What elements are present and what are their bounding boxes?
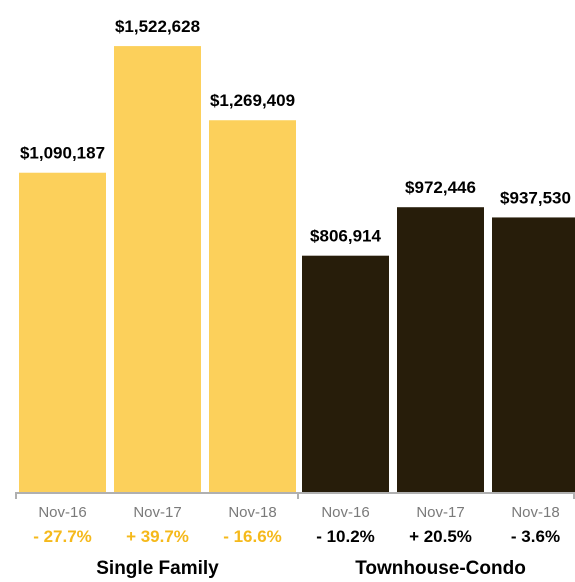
- bar: [302, 255, 389, 492]
- percent-change-label: - 27.7%: [33, 527, 92, 546]
- value-label: $1,269,409: [210, 91, 295, 110]
- x-tick-label: Nov-16: [321, 504, 369, 521]
- x-tick-label: Nov-17: [133, 504, 181, 521]
- bar: [492, 217, 575, 493]
- percent-change-label: - 16.6%: [223, 527, 282, 546]
- value-label: $1,522,628: [115, 17, 200, 36]
- x-tick-label: Nov-17: [416, 504, 464, 521]
- percent-change-label: + 39.7%: [126, 527, 189, 546]
- bar: [19, 172, 106, 492]
- x-tick-label: Nov-16: [38, 504, 86, 521]
- value-label: $1,090,187: [20, 144, 105, 163]
- group-label: Single Family: [96, 558, 219, 579]
- x-tick-label: Nov-18: [511, 504, 559, 521]
- value-label: $972,446: [405, 178, 476, 197]
- percent-change-label: - 3.6%: [511, 527, 560, 546]
- group-label: Townhouse-Condo: [355, 558, 526, 579]
- percent-change-label: - 10.2%: [316, 527, 375, 546]
- value-label: $806,914: [310, 227, 381, 246]
- percent-change-label: + 20.5%: [409, 527, 472, 546]
- bar: [209, 120, 296, 492]
- x-tick-label: Nov-18: [228, 504, 276, 521]
- bar: [397, 207, 484, 492]
- bar: [114, 46, 201, 492]
- value-label: $937,530: [500, 188, 571, 207]
